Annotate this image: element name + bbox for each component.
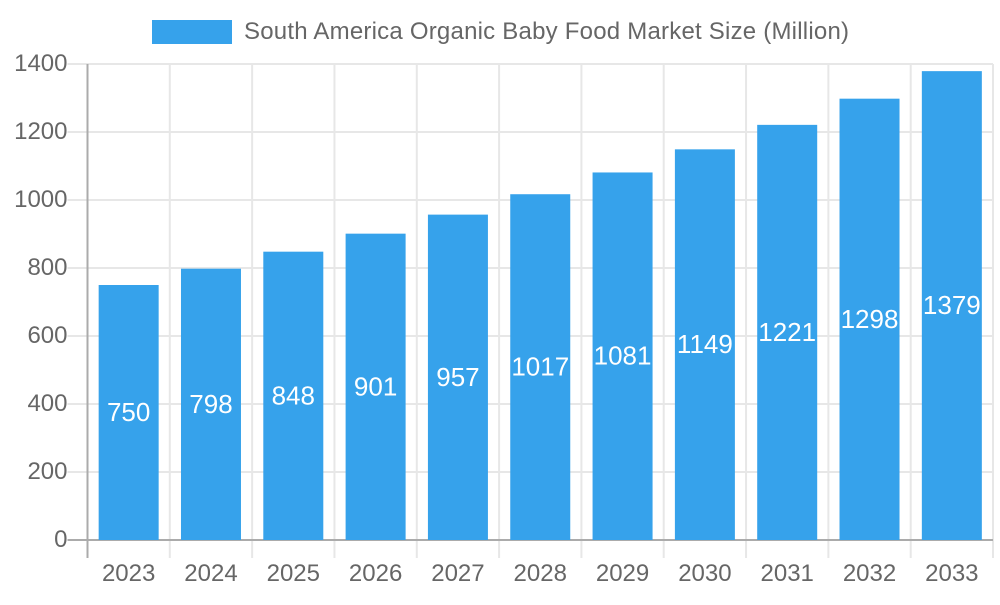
svg-text:798: 798 [189, 389, 232, 419]
svg-text:400: 400 [27, 390, 67, 417]
svg-text:1298: 1298 [841, 304, 899, 334]
svg-text:848: 848 [272, 380, 315, 410]
svg-text:2030: 2030 [678, 560, 731, 587]
svg-text:1000: 1000 [14, 186, 67, 213]
svg-text:2031: 2031 [761, 560, 814, 587]
svg-text:1149: 1149 [677, 329, 733, 359]
svg-text:2028: 2028 [514, 560, 567, 587]
svg-text:2025: 2025 [267, 560, 320, 587]
svg-text:0: 0 [54, 526, 67, 553]
svg-text:1081: 1081 [594, 341, 652, 371]
svg-text:600: 600 [27, 322, 67, 349]
svg-text:957: 957 [436, 362, 479, 392]
svg-text:2032: 2032 [843, 560, 896, 587]
svg-text:1400: 1400 [14, 50, 67, 77]
svg-text:2029: 2029 [596, 560, 649, 587]
svg-text:2023: 2023 [102, 560, 155, 587]
svg-text:South America Organic Baby Foo: South America Organic Baby Food Market S… [244, 18, 849, 45]
svg-text:2033: 2033 [925, 560, 978, 587]
svg-text:1379: 1379 [923, 290, 981, 320]
svg-text:901: 901 [354, 371, 397, 401]
svg-text:1200: 1200 [14, 118, 67, 145]
svg-text:2026: 2026 [349, 560, 402, 587]
svg-text:1221: 1221 [758, 317, 816, 347]
svg-text:1017: 1017 [511, 352, 569, 382]
svg-text:800: 800 [27, 254, 67, 281]
svg-text:200: 200 [27, 458, 67, 485]
svg-text:750: 750 [107, 397, 150, 427]
svg-text:2024: 2024 [184, 560, 237, 587]
svg-text:2027: 2027 [431, 560, 484, 587]
